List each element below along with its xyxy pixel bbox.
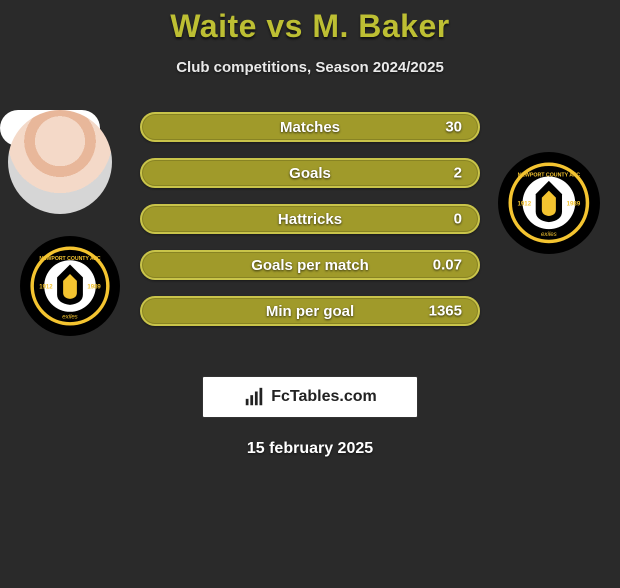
brand-text: FcTables.com <box>271 388 377 406</box>
comparison-title: Waite vs M. Baker <box>0 8 620 45</box>
svg-text:1912: 1912 <box>518 201 532 208</box>
stat-value: 2 <box>454 165 462 182</box>
svg-text:1989: 1989 <box>567 201 581 208</box>
stat-bar-min-per-goal: Min per goal 1365 <box>140 296 480 326</box>
stat-value: 0.07 <box>433 257 462 274</box>
stat-label: Goals per match <box>251 257 369 274</box>
svg-text:NEWPORT COUNTY AFC: NEWPORT COUNTY AFC <box>518 173 581 179</box>
comparison-date: 15 february 2025 <box>0 440 620 458</box>
svg-text:NEWPORT COUNTY AFC: NEWPORT COUNTY AFC <box>39 256 101 262</box>
stat-label: Goals <box>289 165 331 182</box>
svg-text:1912: 1912 <box>39 285 53 291</box>
stat-value: 0 <box>454 211 462 228</box>
svg-text:exiles: exiles <box>62 315 77 321</box>
club-badge-right: NEWPORT COUNTY AFC 1912 1989 exiles <box>498 152 600 254</box>
svg-text:exiles: exiles <box>541 231 557 238</box>
stat-value: 30 <box>445 119 462 136</box>
newport-badge-icon: NEWPORT COUNTY AFC 1912 1989 exiles <box>505 159 593 247</box>
bar-chart-icon <box>243 386 265 408</box>
stat-label: Matches <box>280 119 340 136</box>
newport-badge-icon: NEWPORT COUNTY AFC 1912 1989 exiles <box>27 243 113 329</box>
stat-bar-goals-per-match: Goals per match 0.07 <box>140 250 480 280</box>
svg-text:1989: 1989 <box>87 285 101 291</box>
comparison-content: NEWPORT COUNTY AFC 1912 1989 exiles NEWP… <box>0 110 620 370</box>
club-badge-left: NEWPORT COUNTY AFC 1912 1989 exiles <box>20 236 120 336</box>
stat-bar-goals: Goals 2 <box>140 158 480 188</box>
stat-bar-hattricks: Hattricks 0 <box>140 204 480 234</box>
comparison-subtitle: Club competitions, Season 2024/2025 <box>0 59 620 76</box>
stat-label: Min per goal <box>266 303 354 320</box>
stat-label: Hattricks <box>278 211 342 228</box>
stat-bar-matches: Matches 30 <box>140 112 480 142</box>
brand-box[interactable]: FcTables.com <box>202 376 418 418</box>
player-left-photo <box>8 110 112 214</box>
stat-value: 1365 <box>429 303 462 320</box>
stat-bars: Matches 30 Goals 2 Hattricks 0 Goals per… <box>140 112 480 342</box>
